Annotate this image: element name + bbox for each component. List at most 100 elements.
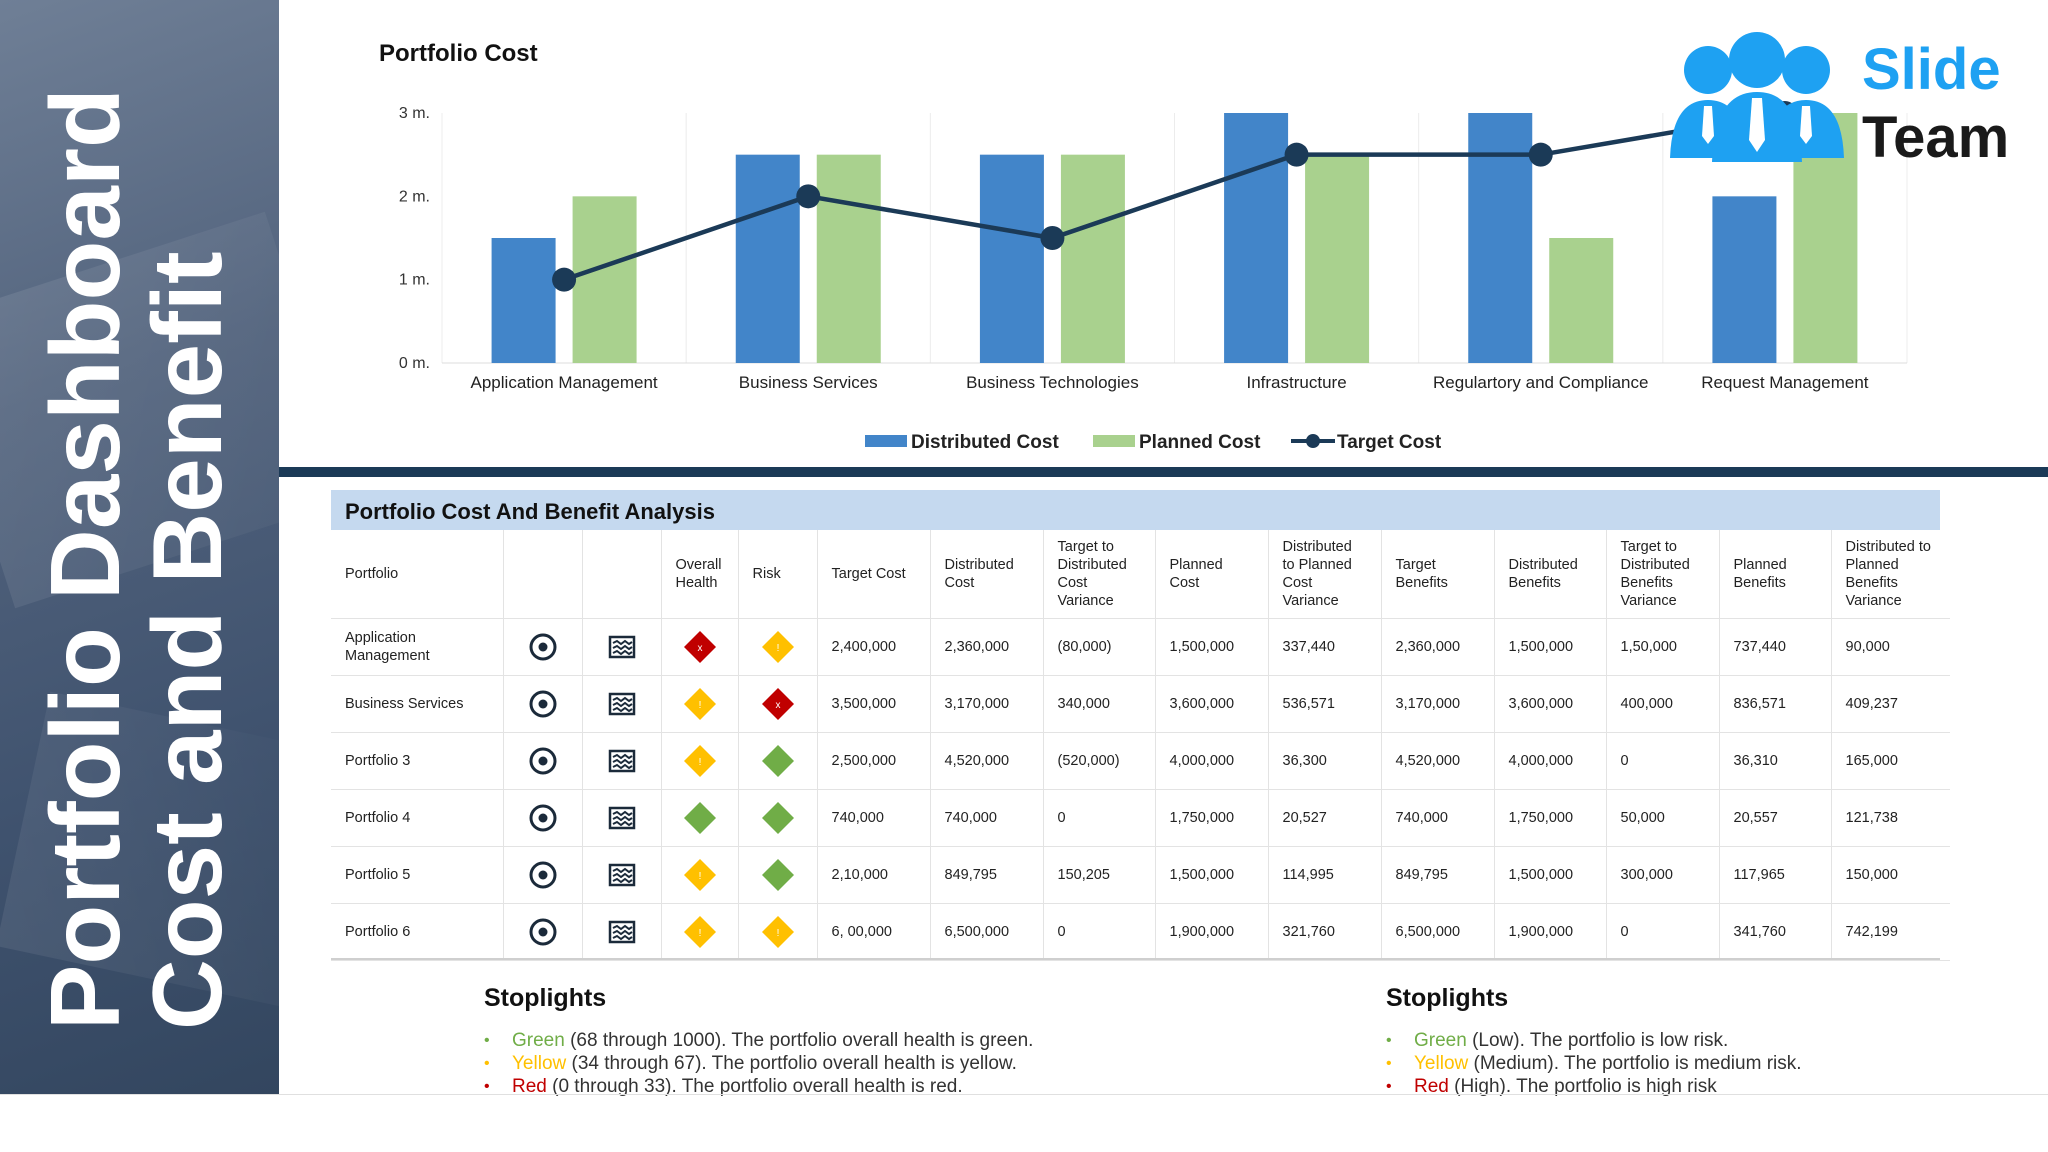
portfolio-cost-chart: 0 m. 1 m. 2 m. 3 m. Application Management Bu… — [399, 101, 1908, 453]
svg-text:!: ! — [776, 928, 779, 939]
table-cell: 90,000 — [1831, 618, 1950, 676]
banner-title-line2: Cost and Benefit — [132, 251, 242, 1030]
portfolio-name: Portfolio 5 — [331, 846, 504, 904]
stoplight-text: (68 through 1000). The portfolio overall… — [564, 1030, 1034, 1051]
portfolio-name: Business Services — [331, 675, 504, 733]
target-icon — [528, 689, 558, 719]
table-cell: 740,000 — [1381, 789, 1495, 847]
y-tick-label: 0 m. — [399, 355, 430, 372]
stoplight-text: (Low). The portfolio is low risk. — [1466, 1030, 1729, 1051]
table-cell: 3,170,000 — [930, 675, 1044, 733]
x-tick-label: Request Management — [1701, 373, 1869, 392]
stoplights-list-right: • Green (Low). The portfolio is low risk.… — [1386, 1029, 1802, 1098]
table-cell: 409,237 — [1831, 675, 1950, 733]
table-cell: 3,500,000 — [817, 675, 931, 733]
people-group-icon — [1670, 32, 1844, 162]
bar-distributed-cost — [735, 154, 800, 363]
risk-yellow-diamond-icon: ! — [761, 915, 795, 949]
x-tick-label: Application Management — [471, 373, 658, 392]
table-body: Application Management x! 2,400,000 2,360,0… — [331, 618, 1950, 961]
target-icon — [528, 632, 558, 662]
target-icon — [528, 803, 558, 833]
table-cell: 36,300 — [1268, 732, 1382, 790]
bar-distributed-cost — [1468, 113, 1533, 363]
stoplight-color: Green — [1414, 1030, 1467, 1051]
col-header: Planned Benefits — [1719, 530, 1832, 619]
stoplight-item: • Red (0 through 33). The portfolio overa… — [484, 1075, 1033, 1098]
svg-text:!: ! — [698, 757, 701, 768]
table-cell: 6, 00,000 — [817, 903, 931, 961]
x-tick-label: Infrastructure — [1247, 373, 1347, 392]
table-cell: 6,500,000 — [930, 903, 1044, 961]
x-tick-label: Regulartory and Compliance — [1433, 373, 1648, 392]
table-row: Application Management x! 2,400,000 2,360,0… — [331, 618, 1950, 676]
col-header — [582, 530, 662, 619]
table-cell: 36,310 — [1719, 732, 1832, 790]
risk-green-diamond-icon — [761, 858, 795, 892]
slide-bottom-edge — [0, 1094, 2048, 1095]
table-cell: (520,000) — [1043, 732, 1156, 790]
chart-title: Portfolio Cost — [379, 40, 538, 67]
col-header: Target Benefits — [1381, 530, 1495, 619]
table-cell: 341,760 — [1719, 903, 1832, 961]
risk-red-diamond-icon: x — [761, 687, 795, 721]
table-cell: 3,600,000 — [1155, 675, 1269, 733]
table-cell: 165,000 — [1831, 732, 1950, 790]
table-cell: 1,50,000 — [1606, 618, 1720, 676]
section-divider — [279, 467, 2048, 477]
logo-text-team: Team — [1862, 105, 2010, 170]
col-header: Planned Cost — [1155, 530, 1269, 619]
stoplight-color: Red — [512, 1076, 547, 1097]
bullet-icon: • — [1386, 1032, 1392, 1049]
legend-label: Planned Cost — [1139, 432, 1261, 453]
legend-swatch — [1306, 434, 1320, 448]
bar-planned-cost — [572, 196, 637, 363]
stoplight-text: (34 through 67). The portfolio overall h… — [566, 1053, 1017, 1074]
stoplight-color: Yellow — [1414, 1053, 1469, 1074]
health-red-diamond-icon: x — [683, 630, 717, 664]
svg-text:x: x — [775, 700, 780, 711]
health-yellow-diamond-icon: ! — [683, 915, 717, 949]
table-title-bar — [331, 490, 1940, 530]
banner-title-line1: Portfolio Dashboard — [30, 88, 140, 1030]
table-cell: 0 — [1606, 732, 1720, 790]
table-bottom-rule — [331, 958, 1940, 960]
table-cell: 121,738 — [1831, 789, 1950, 847]
table-cell: 150,000 — [1831, 846, 1950, 904]
table-cell: 2,10,000 — [817, 846, 931, 904]
table-cell: (80,000) — [1043, 618, 1156, 676]
bullet-icon: • — [484, 1078, 490, 1095]
table-title: Portfolio Cost And Benefit Analysis — [345, 499, 715, 524]
y-tick-label: 3 m. — [399, 105, 430, 122]
chart-list-icon — [607, 803, 637, 833]
chart-list-icon — [607, 689, 637, 719]
chart-list-icon — [607, 632, 637, 662]
table-cell: 849,795 — [930, 846, 1044, 904]
table-cell: 1,500,000 — [1155, 618, 1269, 676]
table-cell: 117,965 — [1719, 846, 1832, 904]
col-header: Distributed Cost — [930, 530, 1044, 619]
bullet-icon: • — [1386, 1055, 1392, 1072]
chart-list-icon — [607, 860, 637, 890]
stoplight-text: (High). The portfolio is high risk — [1448, 1076, 1717, 1097]
table-cell: 0 — [1606, 903, 1720, 961]
table-cell: 1,750,000 — [1494, 789, 1607, 847]
table-row: Business Services! x 3,500,000 3,170,000 340… — [331, 675, 1950, 733]
risk-green-diamond-icon — [761, 801, 795, 835]
table-cell: 0 — [1043, 903, 1156, 961]
svg-text:!: ! — [776, 643, 779, 654]
stoplight-item: • Yellow (Medium). The portfolio is mediu… — [1386, 1052, 1802, 1075]
table-cell: 849,795 — [1381, 846, 1495, 904]
table-cell: 50,000 — [1606, 789, 1720, 847]
bar-planned-cost — [1549, 238, 1614, 363]
legend-swatch — [1093, 435, 1135, 447]
stoplight-color: Green — [512, 1030, 565, 1051]
stoplights-list-left: • Green (68 through 1000). The portfolio … — [484, 1029, 1033, 1098]
table-cell: 1,500,000 — [1494, 618, 1607, 676]
table-cell: 536,571 — [1268, 675, 1382, 733]
legend-swatch — [865, 435, 907, 447]
bar-distributed-cost — [979, 154, 1044, 363]
table-cell: 0 — [1043, 789, 1156, 847]
stoplight-color: Yellow — [512, 1053, 567, 1074]
health-yellow-diamond-icon: ! — [683, 858, 717, 892]
